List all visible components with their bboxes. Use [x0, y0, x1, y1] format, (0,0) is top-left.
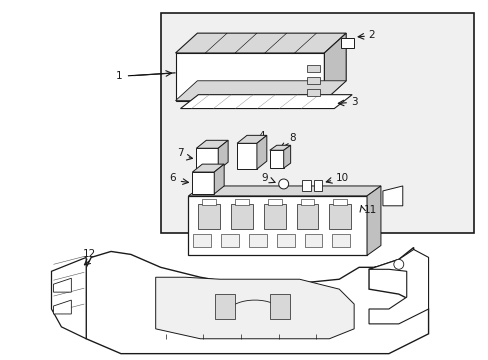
Polygon shape: [269, 150, 283, 168]
Polygon shape: [324, 33, 346, 100]
Bar: [301, 180, 311, 191]
Bar: [306, 65, 320, 72]
Text: 4: 4: [258, 131, 264, 141]
Polygon shape: [196, 140, 228, 148]
Text: 8: 8: [289, 133, 295, 143]
Bar: [248, 234, 266, 247]
Bar: [314, 180, 322, 191]
Text: 2: 2: [368, 30, 375, 40]
Bar: [296, 204, 318, 229]
Polygon shape: [218, 140, 228, 170]
Polygon shape: [283, 145, 290, 168]
Polygon shape: [366, 186, 380, 255]
Polygon shape: [237, 143, 256, 169]
Polygon shape: [155, 277, 353, 339]
Polygon shape: [368, 249, 427, 324]
Polygon shape: [53, 278, 71, 292]
Polygon shape: [51, 257, 86, 339]
Polygon shape: [215, 294, 235, 319]
Bar: [304, 234, 322, 247]
Bar: [202, 199, 216, 205]
Bar: [276, 234, 294, 247]
Polygon shape: [180, 95, 351, 109]
Text: 6: 6: [168, 173, 175, 183]
Polygon shape: [214, 164, 224, 194]
Polygon shape: [188, 196, 366, 255]
Polygon shape: [196, 148, 218, 170]
Polygon shape: [192, 172, 214, 194]
Bar: [198, 204, 220, 229]
Bar: [221, 234, 239, 247]
Bar: [300, 199, 314, 205]
Polygon shape: [269, 145, 290, 150]
Bar: [267, 199, 281, 205]
Polygon shape: [269, 294, 289, 319]
Bar: [193, 234, 211, 247]
Text: 10: 10: [336, 173, 349, 183]
Text: 1: 1: [116, 71, 122, 81]
Bar: [231, 204, 252, 229]
Text: 7: 7: [177, 148, 183, 158]
Polygon shape: [192, 164, 224, 172]
Bar: [333, 199, 346, 205]
Ellipse shape: [278, 179, 288, 189]
Polygon shape: [382, 186, 402, 206]
Polygon shape: [237, 135, 266, 143]
Polygon shape: [256, 135, 266, 169]
Polygon shape: [175, 33, 346, 53]
Bar: [332, 234, 349, 247]
Text: 5: 5: [204, 210, 211, 220]
Circle shape: [393, 260, 403, 269]
Bar: [264, 204, 285, 229]
Bar: [235, 199, 248, 205]
Text: 3: 3: [350, 96, 357, 107]
Bar: [306, 89, 320, 96]
Polygon shape: [175, 53, 324, 100]
Polygon shape: [341, 38, 353, 48]
Bar: [306, 77, 320, 84]
Bar: [161, 13, 473, 233]
Polygon shape: [188, 186, 380, 196]
Polygon shape: [175, 81, 346, 100]
Text: 11: 11: [364, 205, 377, 215]
Text: 12: 12: [82, 249, 96, 260]
Bar: [328, 204, 350, 229]
Polygon shape: [86, 247, 427, 354]
Polygon shape: [53, 300, 71, 314]
Text: 9: 9: [261, 173, 267, 183]
